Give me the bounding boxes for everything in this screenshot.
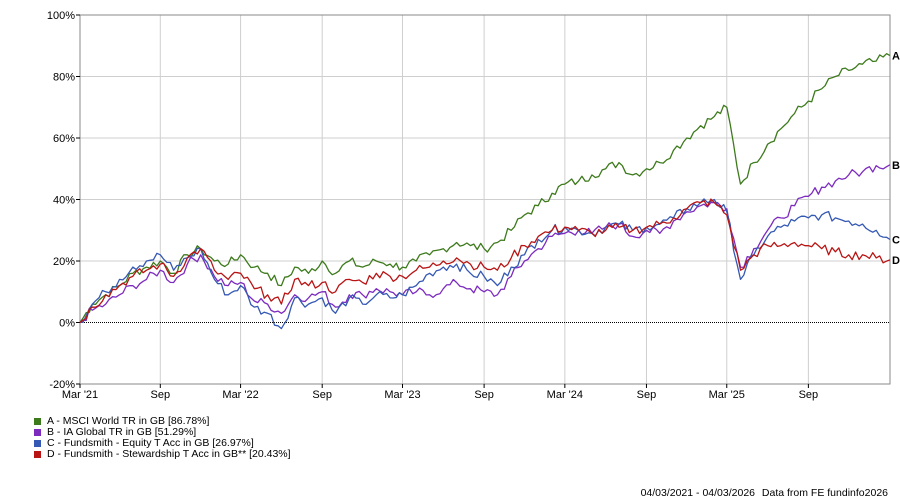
y-tick-label: 60%	[53, 133, 75, 145]
footer-date-range: 04/03/2021 - 04/03/2026	[640, 487, 755, 499]
x-tick-label: Sep	[151, 389, 171, 401]
y-tick-label: 0%	[59, 318, 75, 330]
y-tick-label: 20%	[53, 256, 75, 268]
legend-item-d: D - Fundsmith - Stewardship T Acc in GB*…	[34, 449, 291, 460]
series-end-label-c: C	[892, 234, 900, 246]
legend-item-c: C - Fundsmith - Equity T Acc in GB [26.9…	[34, 438, 291, 449]
x-tick-label: Sep	[474, 389, 494, 401]
x-tick-label: Mar '25	[709, 389, 745, 401]
legend-item-a: A - MSCI World TR in GB [86.78%]	[34, 416, 291, 427]
y-tick-label: -20%	[49, 379, 75, 391]
x-tick-label: Mar '23	[384, 389, 420, 401]
x-tick-label: Mar '21	[62, 389, 98, 401]
x-tick-label: Sep	[799, 389, 819, 401]
series-end-label-a: A	[892, 51, 900, 63]
grid-lines	[80, 15, 890, 384]
y-tick-label: 40%	[53, 195, 75, 207]
y-axis-ticks: -20% 0% 20% 40% 60% 80% 100%	[47, 10, 80, 391]
series-line-d	[79, 198, 891, 324]
legend-swatch-a	[34, 418, 41, 425]
y-tick-label: 80%	[53, 72, 75, 84]
legend-label-c: C - Fundsmith - Equity T Acc in GB [26.9…	[47, 437, 254, 449]
legend-swatch-d	[34, 451, 41, 458]
series-line-b	[79, 164, 891, 324]
legend-label-a: A - MSCI World TR in GB [86.78%]	[47, 415, 210, 427]
legend-label-b: B - IA Global TR in GB [51.29%]	[47, 426, 197, 438]
series-end-labels: A B CD	[892, 51, 900, 267]
series-lines	[79, 53, 891, 330]
x-tick-label: Sep	[312, 389, 332, 401]
x-tick-label: Mar '24	[547, 389, 583, 401]
series-line-c	[79, 198, 891, 330]
series-end-label-d: D	[892, 255, 900, 267]
legend: A - MSCI World TR in GB [86.78%] B - IA …	[34, 416, 291, 460]
line-chart: -20% 0% 20% 40% 60% 80% 100% Mar '21 Sep Mar '22…	[47, 10, 900, 401]
footer-source: Data from FE fundinfo2026	[761, 487, 888, 499]
x-tick-label: Mar '22	[222, 389, 258, 401]
legend-swatch-b	[34, 429, 41, 436]
footer-source-note: 04/03/2021 - 04/03/2026 Data from FE fun…	[641, 487, 888, 499]
legend-swatch-c	[34, 440, 41, 447]
y-tick-label: 100%	[47, 10, 75, 22]
x-axis-ticks: Mar '21 Sep Mar '22 Sep Mar '23 Sep Mar '24 Sep…	[62, 384, 818, 401]
x-tick-label: Sep	[637, 389, 657, 401]
series-end-label-b: B	[892, 160, 900, 172]
legend-item-b: B - IA Global TR in GB [51.29%]	[34, 427, 291, 438]
series-line-a	[79, 53, 891, 323]
legend-label-d: D - Fundsmith - Stewardship T Acc in GB*…	[47, 448, 291, 460]
